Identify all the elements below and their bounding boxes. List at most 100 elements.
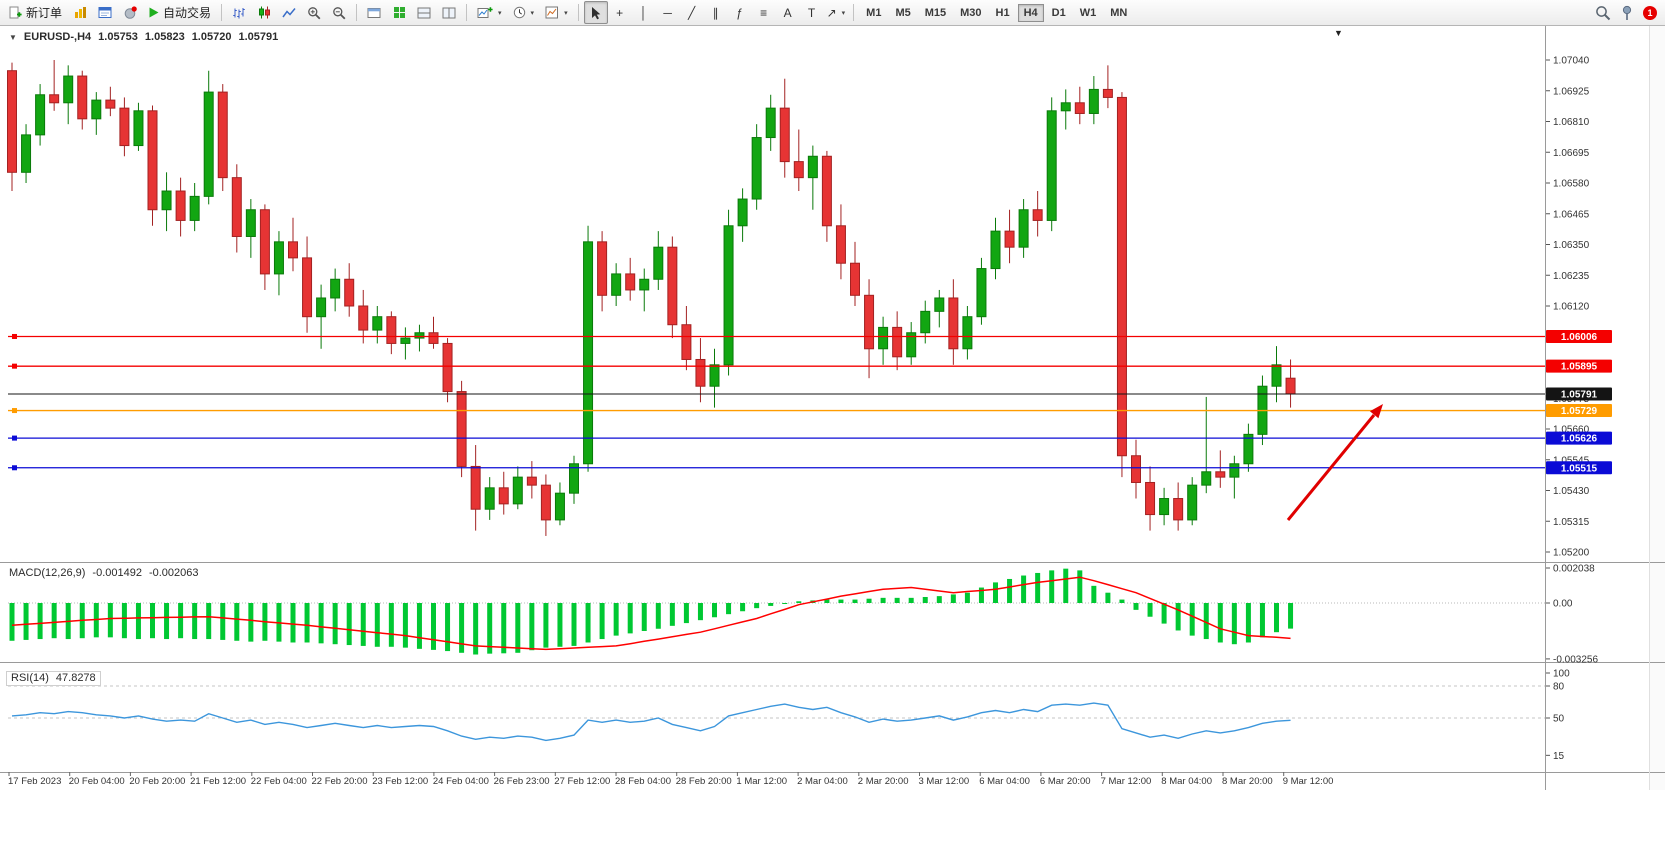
line-handle[interactable] xyxy=(12,408,17,414)
macd-histogram-bar xyxy=(51,603,57,639)
bar-chart-button[interactable] xyxy=(227,1,251,24)
toolbar-overflow-icon[interactable]: ▼ xyxy=(1334,28,1343,38)
chart-canvas[interactable]: 1.07040 1.06925 1.06810 1.06695 1.06580 1.064… xyxy=(0,26,1665,790)
pin-icon xyxy=(1622,5,1632,20)
trend-arrow-annotation[interactable] xyxy=(1286,404,1383,521)
macd-histogram-bar xyxy=(1203,603,1209,640)
svg-text:1.06235: 1.06235 xyxy=(1553,271,1590,282)
zoom-out-button[interactable] xyxy=(327,1,351,24)
macd-histogram-bar xyxy=(894,597,900,603)
candle-body xyxy=(1032,209,1043,221)
timeframe-m15[interactable]: M15 xyxy=(924,6,947,19)
market-watch-button[interactable] xyxy=(68,1,92,24)
timeframe-h1[interactable]: H1 xyxy=(995,6,1010,19)
candle-body xyxy=(1046,110,1057,221)
channel-tool[interactable]: ∥ xyxy=(704,1,728,24)
timeframe-d1[interactable]: D1 xyxy=(1051,6,1066,19)
macd-histogram-bar xyxy=(655,603,661,629)
zoom-in-button[interactable] xyxy=(302,1,326,24)
dropdown-caret-icon: ▾ xyxy=(530,9,535,17)
arrows-tool[interactable]: ↗ ▾ xyxy=(824,1,849,24)
macd-histogram-bar xyxy=(1245,603,1251,643)
templates-button[interactable]: ▾ xyxy=(540,1,573,24)
fibonacci-tool[interactable]: ƒ xyxy=(728,1,752,24)
timeframe-m30[interactable]: M30 xyxy=(960,6,982,19)
search-button[interactable] xyxy=(1595,5,1611,21)
candle-body xyxy=(906,332,917,358)
signals-button[interactable] xyxy=(118,1,142,24)
candle-body xyxy=(1088,88,1099,114)
candle-body xyxy=(864,294,875,350)
candle-body xyxy=(21,134,32,173)
label-tool[interactable]: T xyxy=(800,1,824,24)
line-handle[interactable] xyxy=(12,435,17,441)
tile-horizontal-button[interactable] xyxy=(412,1,436,24)
macd-histogram-bar xyxy=(599,603,605,640)
periods-button[interactable]: ▾ xyxy=(508,1,540,24)
vertical-line-tool[interactable]: │ xyxy=(632,1,656,24)
macd-histogram-bar xyxy=(150,603,155,639)
data-window-button[interactable] xyxy=(93,1,117,24)
new-chart-button[interactable]: ▾ xyxy=(472,1,507,24)
macd-histogram-bar xyxy=(613,603,619,636)
macd-histogram-bar xyxy=(107,603,113,638)
autotrading-button[interactable]: 自动交易 xyxy=(143,1,216,24)
timeframe-m5[interactable]: M5 xyxy=(895,6,911,19)
price-axis[interactable]: 1.07040 1.06925 1.06810 1.06695 1.06580 1.064… xyxy=(1546,56,1612,559)
svg-text:1.05200: 1.05200 xyxy=(1553,548,1590,559)
time-axis[interactable]: 17 Feb 2023 20 Feb 04:00 20 Feb 20:00 21 Fe… xyxy=(8,772,1333,787)
svg-text:1.06350: 1.06350 xyxy=(1553,240,1590,251)
timeframe-h4[interactable]: H4 xyxy=(1017,3,1044,22)
svg-text:1.05545: 1.05545 xyxy=(1553,455,1590,466)
cursor-tool[interactable] xyxy=(583,1,608,24)
crosshair-tool[interactable]: + xyxy=(608,1,632,24)
candlestick-chart-button[interactable] xyxy=(252,1,276,24)
macd-histogram-bar xyxy=(754,603,760,609)
timeframe-m1[interactable]: M1 xyxy=(866,6,882,19)
search-icon xyxy=(1596,5,1611,20)
macd-histogram-bar xyxy=(1119,599,1125,603)
timeframe-w1[interactable]: W1 xyxy=(1079,6,1097,19)
price-lines xyxy=(8,333,1545,471)
line-handle[interactable] xyxy=(12,363,17,369)
text-tool-icon: A xyxy=(783,5,792,20)
macd-histogram-bar xyxy=(1091,585,1097,603)
candle-body xyxy=(1060,102,1071,112)
notification-badge[interactable]: 1 xyxy=(1643,5,1657,20)
svg-text:2 Mar 04:00: 2 Mar 04:00 xyxy=(797,776,848,787)
macd-axis[interactable]: 0.002038 0.00 -0.003256 xyxy=(1546,564,1598,666)
macd-main-value: -0.001492 xyxy=(92,567,142,579)
svg-text:1.06120: 1.06120 xyxy=(1553,302,1590,313)
profiles-button[interactable] xyxy=(362,1,386,24)
price-badge-1.06006 xyxy=(1546,329,1612,343)
price-badge-1.05895 xyxy=(1546,359,1612,373)
candle-body xyxy=(835,225,846,264)
price-badge-1.05626 xyxy=(1546,431,1612,445)
tile-vertical-button[interactable] xyxy=(437,1,461,24)
objects-list-tool[interactable]: ≡ xyxy=(752,1,776,24)
candle-body xyxy=(583,241,594,465)
timeframe-mn[interactable]: MN xyxy=(1110,6,1128,19)
autotrading-label: 自动交易 xyxy=(163,6,212,20)
candle-body xyxy=(372,316,383,331)
line-handle[interactable] xyxy=(12,333,17,339)
svg-text:1 Mar 12:00: 1 Mar 12:00 xyxy=(736,776,787,787)
macd-histogram-bar xyxy=(697,603,703,621)
macd-histogram-bar xyxy=(768,603,774,606)
line-handle[interactable] xyxy=(12,465,17,471)
toolbar-separator xyxy=(577,4,579,21)
candle-body xyxy=(231,177,242,237)
collapse-arrow-icon[interactable]: ▼ xyxy=(9,33,17,42)
candle-body xyxy=(569,463,579,494)
line-chart-button[interactable] xyxy=(277,1,301,24)
pin-button[interactable] xyxy=(1620,5,1634,21)
candle-body xyxy=(554,492,565,521)
arrange-windows-button[interactable] xyxy=(387,1,411,24)
trendline-tool[interactable]: ╱ xyxy=(680,1,704,24)
label-tool-icon: T xyxy=(807,5,816,20)
text-tool[interactable]: A xyxy=(776,1,800,24)
horizontal-line-tool[interactable]: ─ xyxy=(656,1,680,24)
close-value: 1.05791 xyxy=(238,31,279,43)
new-order-button[interactable]: 新订单 xyxy=(4,1,67,24)
